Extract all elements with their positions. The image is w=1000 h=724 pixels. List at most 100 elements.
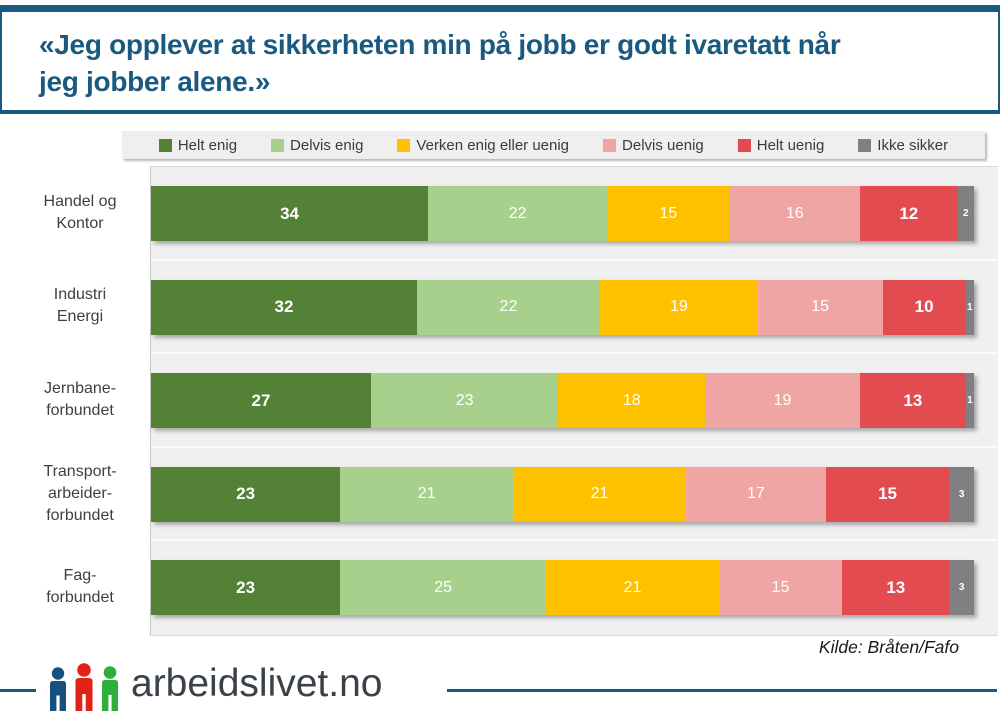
value-label: 22 xyxy=(499,298,518,316)
legend-swatch xyxy=(858,138,872,152)
bar-row: 23 25 21 15 13 3 xyxy=(151,541,998,635)
value-label: 21 xyxy=(417,485,436,503)
chart-title-line-2: jeg jobber alene.» xyxy=(39,66,271,97)
bar-segment: 23 xyxy=(151,560,341,616)
bar-row: 32 22 19 15 10 1 xyxy=(151,261,998,355)
bar-segment: 19 xyxy=(599,279,758,335)
category-label-line: forbundet xyxy=(46,506,114,524)
legend-swatch xyxy=(271,138,285,152)
category-label-line: forbundet xyxy=(46,401,114,419)
value-label: 13 xyxy=(886,577,906,597)
bar-segment: 21 xyxy=(340,466,514,522)
chart-title-line-1: «Jeg opplever at sikkerheten min på jobb… xyxy=(39,29,841,60)
bar-segment: 19 xyxy=(705,373,860,429)
bar-segment: 25 xyxy=(340,560,547,616)
value-label: 21 xyxy=(590,485,609,503)
category-label: Handel og Kontor xyxy=(18,166,142,260)
value-label: 13 xyxy=(903,390,923,410)
value-label: 23 xyxy=(236,484,256,504)
value-label: 15 xyxy=(771,578,790,596)
stacked-bar: 27 23 18 19 13 1 xyxy=(151,373,974,429)
bar-segment: 22 xyxy=(417,279,600,335)
stacked-bar: 34 22 15 16 12 2 xyxy=(151,186,974,241)
bar-segment: 1 xyxy=(965,279,974,335)
bar-segment: 23 xyxy=(371,373,559,429)
bar-segment: 12 xyxy=(859,186,958,241)
bar-segment: 18 xyxy=(558,373,706,429)
title-box: «Jeg opplever at sikkerheten min på jobb… xyxy=(0,5,1000,114)
category-label-line: Jernbane- xyxy=(43,379,117,397)
value-label: 15 xyxy=(878,484,898,504)
bar-segment: 15 xyxy=(607,186,730,241)
bar-segment: 21 xyxy=(546,560,719,616)
bar-segment: 27 xyxy=(151,373,371,429)
bar-segment: 21 xyxy=(513,466,686,522)
bar-segment: 13 xyxy=(842,560,950,616)
legend-item-1: Helt enig xyxy=(158,136,238,154)
bar-row: 27 23 18 19 13 1 xyxy=(151,354,998,448)
bar-segment: 2 xyxy=(957,186,974,241)
brand-wordmark: arbeidslivet.no xyxy=(131,662,383,705)
value-label: 2 xyxy=(963,208,969,219)
footer-rule-right xyxy=(447,689,997,692)
legend-label: Ikke sikker xyxy=(877,136,949,154)
value-label: 15 xyxy=(811,298,830,316)
bar-segment: 22 xyxy=(428,186,608,241)
category-label: Jernbane-forbundet xyxy=(18,353,142,447)
value-label: 18 xyxy=(622,391,641,409)
category-label-line: forbundet xyxy=(46,589,114,607)
category-label-line: Industri xyxy=(53,286,107,304)
bar-segment: 15 xyxy=(718,560,843,616)
legend-swatch xyxy=(397,138,411,152)
value-label: 32 xyxy=(274,297,294,317)
value-label: 27 xyxy=(251,390,271,410)
bar-segment: 13 xyxy=(859,373,966,429)
chart-legend: Helt enig Delvis enig Verken enig eller ue… xyxy=(122,131,985,159)
bar-segment: 32 xyxy=(151,279,418,335)
three-people-icon xyxy=(50,663,118,711)
value-label: 3 xyxy=(958,582,965,594)
value-label: 1 xyxy=(967,395,973,407)
legend-item-6: Ikke sikker xyxy=(858,137,948,154)
bar-segment: 3 xyxy=(949,466,974,522)
value-label: 10 xyxy=(914,297,934,317)
category-label-line: Kontor xyxy=(56,214,104,232)
stacked-bar: 23 21 21 17 15 3 xyxy=(151,466,974,522)
bar-row: 23 21 21 17 15 3 xyxy=(151,448,998,542)
bar-segment: 23 xyxy=(151,466,341,522)
value-label: 23 xyxy=(455,391,474,409)
legend-label: Delvis enig xyxy=(290,136,364,154)
value-label: 34 xyxy=(280,203,299,223)
source-note: Kilde: Bråten/Fafo xyxy=(818,637,959,657)
value-label: 1 xyxy=(967,301,973,313)
legend-item-5: Helt uenig xyxy=(737,137,824,154)
legend-item-2: Delvis enig xyxy=(271,137,363,154)
bar-segment: 15 xyxy=(757,279,883,335)
legend-label: Delvis uenig xyxy=(622,136,704,154)
bar-segment: 15 xyxy=(825,466,950,522)
value-label: 22 xyxy=(508,204,527,222)
legend-swatch xyxy=(737,138,751,152)
category-label: Industri Energi xyxy=(18,260,142,354)
value-label: 19 xyxy=(669,298,688,316)
category-label: Fag-forbundet xyxy=(18,540,142,634)
legend-item-4: Delvis uenig xyxy=(603,137,704,154)
value-label: 23 xyxy=(236,577,256,597)
legend-label: Verken enig eller uenig xyxy=(416,136,570,154)
legend-label: Helt enig xyxy=(177,136,238,154)
bar-segment: 3 xyxy=(949,560,974,616)
stacked-bar: 32 22 19 15 10 1 xyxy=(151,279,974,335)
legend-swatch xyxy=(603,138,617,152)
bar-segment: 1 xyxy=(965,373,974,429)
stacked-bar: 23 25 21 15 13 3 xyxy=(151,560,974,616)
value-label: 16 xyxy=(785,204,804,222)
value-label: 12 xyxy=(899,203,919,223)
bar-segment: 34 xyxy=(151,186,429,241)
bar-row: 34 22 15 16 12 2 xyxy=(151,167,998,261)
value-label: 25 xyxy=(434,578,453,596)
category-label-line: arbeider- xyxy=(47,484,113,502)
legend-item-3: Verken enig eller uenig xyxy=(397,137,569,154)
category-label-line: Handel og xyxy=(43,192,117,210)
category-label-line: Fag- xyxy=(63,567,97,585)
category-label: Transport-arbeider-forbundet xyxy=(18,447,142,541)
